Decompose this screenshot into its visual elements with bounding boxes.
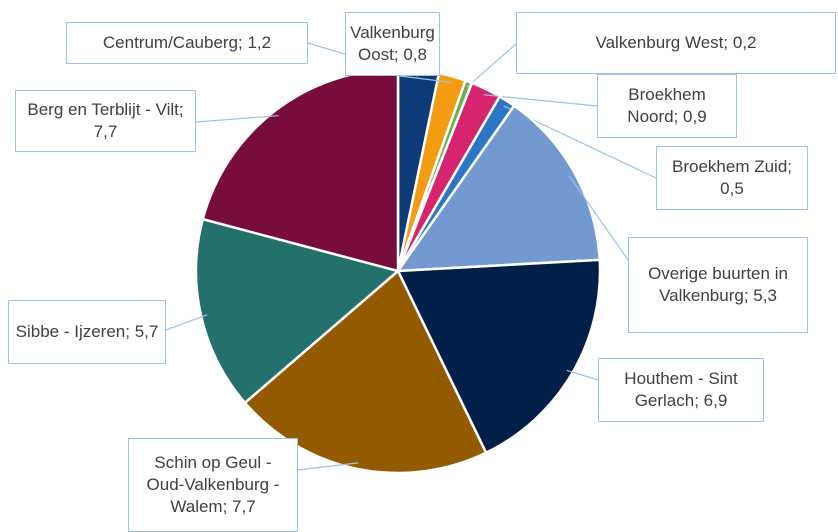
leader-line <box>195 115 279 123</box>
pie-slice <box>395 104 602 273</box>
data-label: Overige buurten in Valkenburg; 5,3 <box>628 237 808 333</box>
data-label: Houthem - Sint Gerlach; 6,9 <box>598 358 764 422</box>
leader-line <box>165 314 208 331</box>
pie-slice <box>194 217 401 405</box>
leader-line <box>466 43 517 88</box>
leader-line <box>483 94 598 107</box>
data-label: Broekhem Noord; 0,9 <box>597 74 737 138</box>
pie-slice <box>243 268 488 475</box>
data-label: Broekhem Zuid; 0,5 <box>656 146 808 210</box>
leader-line <box>297 462 359 471</box>
data-label: Sibbe - Ijzeren; 5,7 <box>8 300 166 364</box>
pie-slice <box>396 258 602 455</box>
data-label: Berg en Terblijt - Vilt; 7,7 <box>15 90 196 152</box>
data-label: Schin op Geul - Oud-Valkenburg - Walem; … <box>128 438 298 532</box>
data-label: Valkenburg West; 0,2 <box>516 12 836 74</box>
leader-line <box>399 75 451 83</box>
leader-line <box>566 369 599 381</box>
leader-line <box>568 175 629 261</box>
data-label: Valkenburg Oost; 0,8 <box>345 12 440 76</box>
data-label: Centrum/Cauberg; 1,2 <box>66 22 308 64</box>
